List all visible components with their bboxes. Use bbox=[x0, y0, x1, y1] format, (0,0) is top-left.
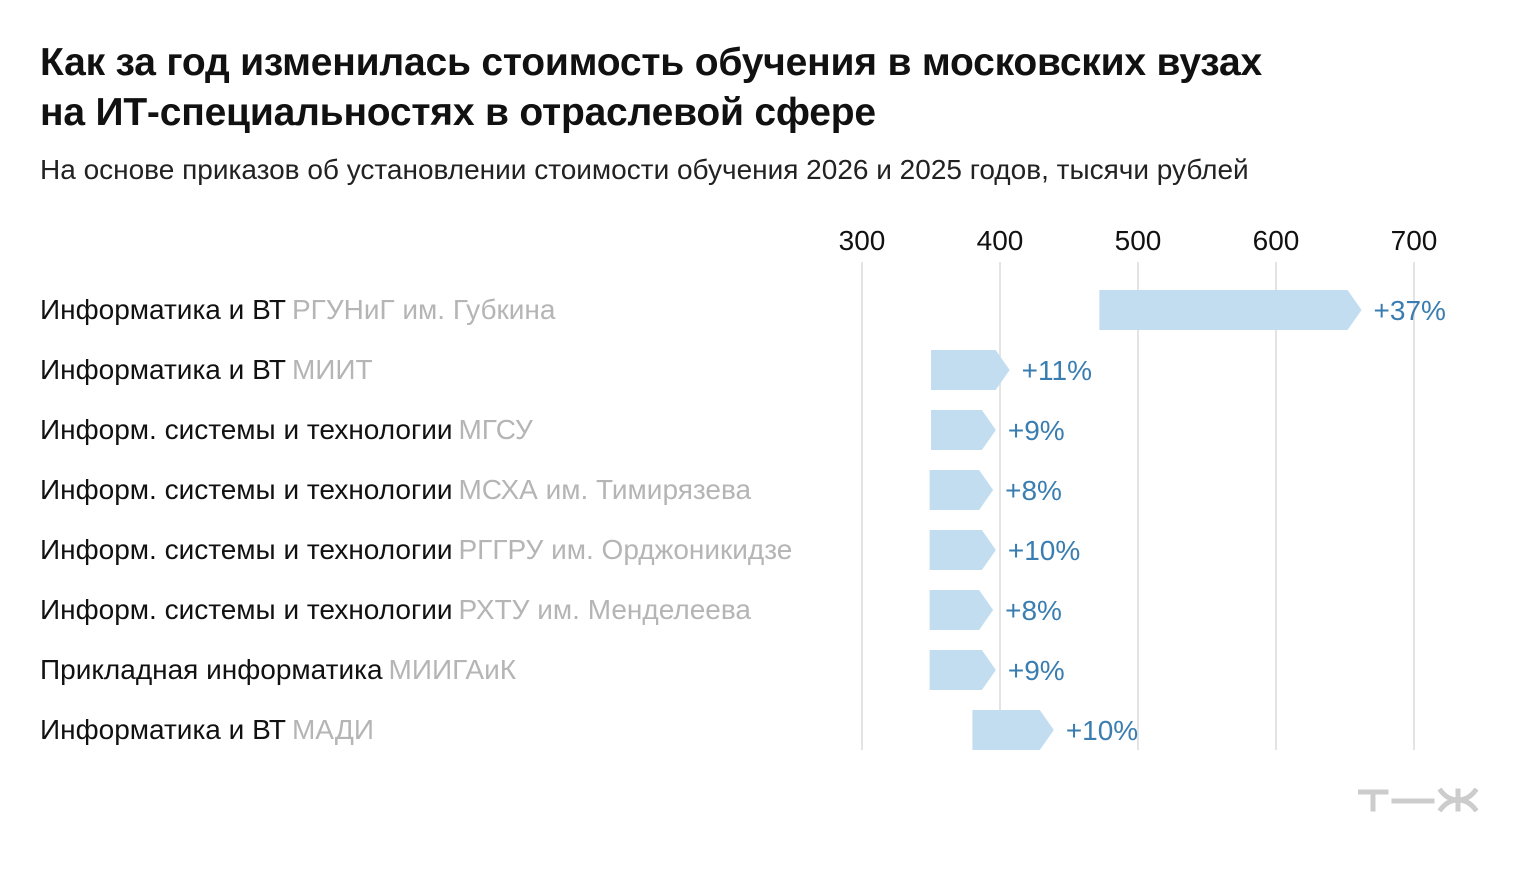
row-label: Информатика и ВТ МАДИ bbox=[40, 710, 374, 750]
row-label: Прикладная информатика МИИГАиК bbox=[40, 650, 516, 690]
university-name: МГСУ bbox=[458, 414, 533, 445]
chart-title: Как за год изменилась стоимость обучения… bbox=[40, 38, 1460, 138]
range-arrow-bar bbox=[929, 650, 996, 690]
range-arrow-bar bbox=[929, 530, 996, 570]
change-label: +11% bbox=[1022, 355, 1092, 386]
row-label: Информатика и ВТ МИИТ bbox=[40, 350, 373, 390]
program-name: Информатика и ВТ bbox=[40, 354, 286, 385]
x-tick-label: 400 bbox=[977, 225, 1024, 256]
range-arrow-bar bbox=[929, 470, 994, 510]
x-tick-label: 500 bbox=[1115, 225, 1162, 256]
x-tick-label: 300 bbox=[839, 225, 886, 256]
program-name: Информатика и ВТ bbox=[40, 294, 286, 325]
range-arrow-bar bbox=[929, 590, 994, 630]
row-label: Информ. системы и технологии МГСУ bbox=[40, 410, 533, 450]
university-name: МИИГАиК bbox=[388, 654, 517, 685]
program-name: Информ. системы и технологии bbox=[40, 534, 453, 565]
x-tick-label: 600 bbox=[1253, 225, 1300, 256]
chart-title-line-1: Как за год изменилась стоимость обучения… bbox=[40, 41, 1262, 84]
university-name: МАДИ bbox=[291, 714, 375, 745]
change-label: +10% bbox=[1008, 535, 1080, 566]
university-name: РХТУ им. Менделеева bbox=[458, 594, 751, 625]
university-name: РГУНиГ им. Губкина bbox=[291, 294, 556, 325]
chart-subtitle: На основе приказов об установлении стоим… bbox=[40, 154, 1249, 185]
range-arrow-bar bbox=[931, 410, 996, 450]
tzh-logo bbox=[1358, 788, 1479, 812]
row-label: Информ. системы и технологии МСХА им. Тим… bbox=[40, 470, 751, 510]
row-label: Информатика и ВТ РГУНиГ им. Губкина bbox=[40, 290, 555, 330]
change-label: +8% bbox=[1005, 475, 1062, 506]
program-name: Информ. системы и технологии bbox=[40, 594, 453, 625]
university-name: РГГРУ им. Орджоникидзе bbox=[458, 534, 793, 565]
range-arrow-bar bbox=[972, 710, 1054, 750]
row-label: Информ. системы и технологии РХТУ им. Мен… bbox=[40, 590, 751, 630]
chart-title-line-2: на ИТ-специальностях в отраслевой сфере bbox=[40, 91, 876, 134]
change-label: +8% bbox=[1005, 595, 1062, 626]
university-name: МСХА им. Тимирязева bbox=[458, 474, 752, 505]
row-label: Информ. системы и технологии РГГРУ им. Ор… bbox=[40, 530, 792, 570]
change-label: +9% bbox=[1008, 415, 1065, 446]
x-tick-label: 700 bbox=[1391, 225, 1438, 256]
change-label: +10% bbox=[1066, 715, 1138, 746]
program-name: Информ. системы и технологии bbox=[40, 474, 453, 505]
university-name: МИИТ bbox=[291, 354, 373, 385]
program-name: Прикладная информатика bbox=[40, 654, 383, 685]
program-name: Информ. системы и технологии bbox=[40, 414, 453, 445]
change-label: +9% bbox=[1008, 655, 1065, 686]
program-name: Информатика и ВТ bbox=[40, 714, 286, 745]
range-arrow-bar bbox=[931, 350, 1010, 390]
range-arrow-bar bbox=[1099, 290, 1362, 330]
change-label: +37% bbox=[1374, 295, 1446, 326]
